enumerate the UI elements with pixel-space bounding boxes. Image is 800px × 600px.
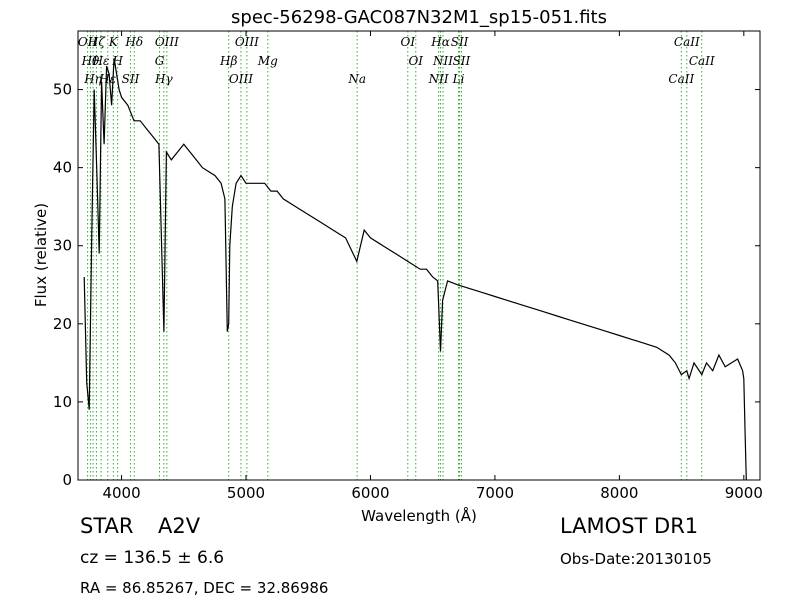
- y-tick-label: 0: [62, 471, 72, 489]
- y-tick-label: 40: [53, 159, 72, 177]
- x-tick-label: 6000: [351, 484, 389, 502]
- line-label: Hε: [98, 72, 116, 86]
- plot-frame: [77, 30, 761, 481]
- line-label: Hβ: [219, 54, 237, 68]
- line-label: SII: [122, 72, 140, 86]
- line-label: OII: [78, 35, 98, 49]
- line-label: Hε: [92, 54, 110, 68]
- line-label: OIII: [155, 35, 179, 49]
- line-label: Hγ: [154, 72, 173, 86]
- line-label: G: [155, 54, 165, 68]
- line-label: Hδ: [124, 35, 143, 49]
- y-tick-label: 30: [53, 237, 72, 255]
- line-label: OIII: [229, 72, 253, 86]
- object-class: STAR: [80, 514, 134, 538]
- line-label: OI: [401, 35, 416, 49]
- line-label: Hη: [83, 72, 102, 86]
- line-label: NII: [428, 72, 449, 86]
- line-label: CaII: [668, 72, 694, 86]
- line-label: CaII: [674, 35, 700, 49]
- x-axis-ticks: 4000 5000 6000 7000 8000 9000: [102, 31, 763, 502]
- chart-title: spec-56298-GAC087N32M1_sp15-051.fits: [231, 7, 607, 28]
- line-label: Hζ: [87, 35, 106, 49]
- y-axis-ticks: 0 10 20 30 40 50: [53, 81, 760, 489]
- line-label: Li: [452, 72, 465, 86]
- line-label: SII: [453, 54, 471, 68]
- x-tick-label: 8000: [600, 484, 638, 502]
- x-tick-label: 5000: [227, 484, 265, 502]
- line-labels: OII Hθ Hη Hζ Hε Hε KH SII Hδ G Hγ OIII Hβ OIII OIII Mg N…: [78, 35, 715, 86]
- line-label: SII: [451, 35, 469, 49]
- y-tick-label: 50: [53, 81, 72, 99]
- y-tick-label: 10: [53, 393, 72, 411]
- line-label: CaII: [689, 54, 715, 68]
- line-label: OI: [408, 54, 423, 68]
- observation-date: Obs-Date:20130105: [560, 550, 712, 568]
- spectral-lines: [87, 31, 703, 480]
- y-axis-label: Flux (relative): [32, 203, 50, 307]
- x-tick-label: 4000: [102, 484, 140, 502]
- y-tick-label: 20: [53, 315, 72, 333]
- coordinates: RA = 86.85267, DEC = 32.86986: [80, 579, 329, 597]
- spectrum-line: [83, 58, 747, 481]
- line-label: H: [111, 54, 123, 68]
- redshift-value: cz = 136.5 ± 6.6: [80, 548, 225, 568]
- x-axis-label: Wavelength (Å): [361, 506, 477, 525]
- x-tick-label: 9000: [725, 484, 763, 502]
- line-label: Na: [347, 72, 366, 86]
- line-label: Hα: [430, 35, 450, 49]
- line-label: NII: [432, 54, 453, 68]
- line-label: Mg: [257, 54, 278, 68]
- object-subclass: A2V: [158, 514, 201, 538]
- line-label: K: [108, 35, 119, 49]
- line-label: OIII: [235, 35, 259, 49]
- survey-name: LAMOST DR1: [560, 514, 699, 538]
- x-tick-label: 7000: [476, 484, 514, 502]
- line-label: Hθ: [81, 54, 100, 68]
